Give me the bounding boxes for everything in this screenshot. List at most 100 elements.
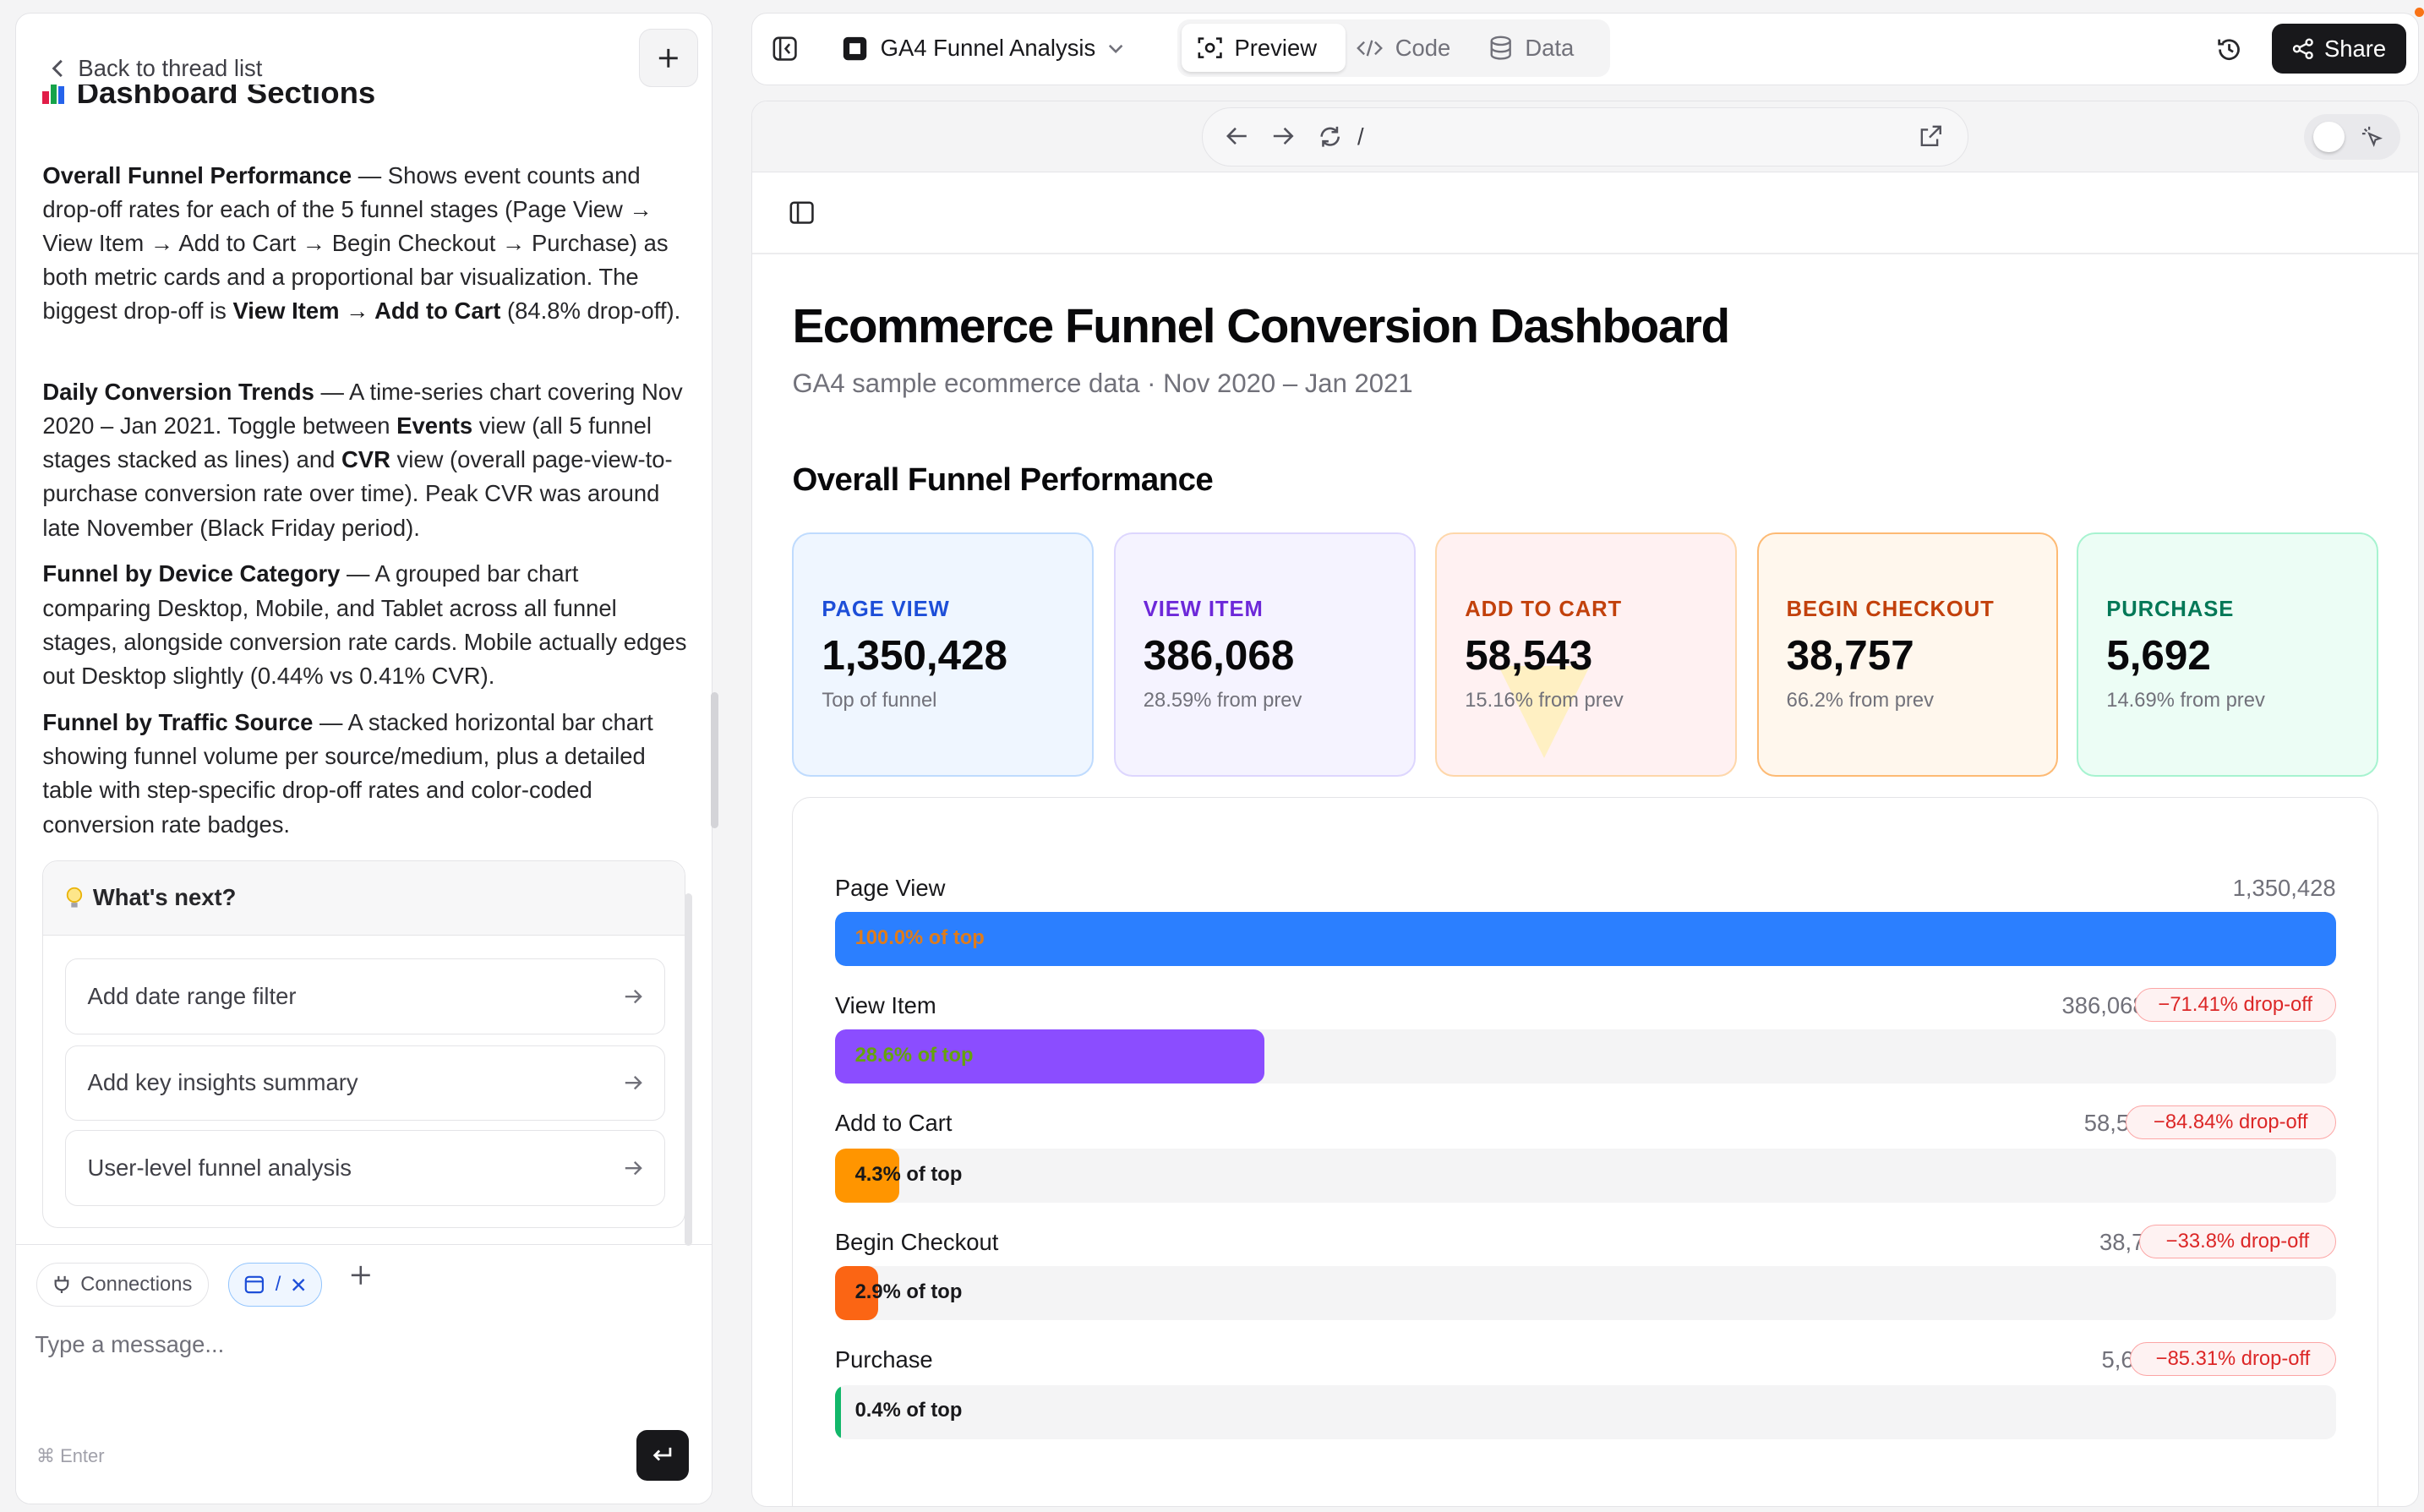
funnel-bar-label: 28.6% of top xyxy=(854,1043,974,1067)
share-button[interactable]: Share xyxy=(2271,24,2406,74)
close-icon[interactable] xyxy=(292,1278,305,1291)
suggestion-date-range-filter[interactable]: Add date range filter xyxy=(64,958,665,1034)
divider xyxy=(751,253,2419,254)
enter-icon xyxy=(652,1446,674,1465)
funnel-row-name: View Item xyxy=(834,992,936,1019)
metric-card-view-item: VIEW ITEM 386,068 28.59% from prev xyxy=(1113,532,1416,778)
funnel-bar-track: 28.6% of top xyxy=(834,1029,2336,1084)
database-icon xyxy=(1489,35,1512,60)
paragraph-funnel-performance: Overall Funnel Performance — Shows event… xyxy=(42,161,681,325)
whats-next-title: What's next? xyxy=(92,884,237,911)
card-label: VIEW ITEM xyxy=(1143,598,1264,622)
project-selector[interactable]: GA4 Funnel Analysis xyxy=(842,35,1123,62)
suggestion-user-level-funnel[interactable]: User-level funnel analysis xyxy=(64,1130,665,1206)
back-to-thread-list-link[interactable]: Back to thread list xyxy=(51,55,262,82)
dropoff-badge: −84.84% drop-off xyxy=(2125,1105,2336,1140)
funnel-bar-track: 100.0% of top xyxy=(834,912,2336,967)
tab-data[interactable]: Data xyxy=(1474,24,1607,72)
funnel-bar-fill xyxy=(834,1029,1264,1084)
send-button[interactable] xyxy=(636,1429,689,1482)
toggle-knob xyxy=(2313,121,2345,153)
scrollbar-thumb[interactable] xyxy=(711,692,719,829)
connections-button[interactable]: Connections xyxy=(36,1263,209,1307)
paragraph-traffic-source: Funnel by Traffic Source — A stacked hor… xyxy=(42,709,653,838)
card-value: 58,543 xyxy=(1465,632,1593,680)
suggestion-label: Add key insights summary xyxy=(87,1069,358,1096)
history-button[interactable] xyxy=(2216,36,2242,63)
funnel-bar-label: 2.9% of top xyxy=(854,1280,963,1303)
card-value: 38,757 xyxy=(1786,632,1914,680)
funnel-row-value: 1,350,428 xyxy=(2232,875,2336,902)
dashboard-title: Ecommerce Funnel Conversion Dashboard xyxy=(792,299,1730,353)
tab-label: Code xyxy=(1395,34,1451,61)
arrow-right-icon xyxy=(624,989,642,1004)
external-link-icon[interactable] xyxy=(1920,125,1942,147)
plus-icon xyxy=(658,47,680,69)
funnel-bar-fill xyxy=(834,912,2336,967)
decoration-shape xyxy=(1499,665,1591,758)
arrow-right-icon xyxy=(624,1075,642,1090)
plug-icon xyxy=(52,1275,71,1295)
funnel-row-name: Add to Cart xyxy=(834,1110,953,1137)
preview-pane: / Ecommerce Funnel Conversion Dashboard … xyxy=(751,100,2420,1508)
funnel-bar-fill xyxy=(834,1149,900,1204)
paragraph-device-category: Funnel by Device Category — A grouped ba… xyxy=(42,560,687,690)
tab-code[interactable]: Code xyxy=(1341,24,1481,72)
paragraph-daily-trends: Daily Conversion Trends — A time-series … xyxy=(42,378,683,541)
project-logo-icon xyxy=(842,35,868,62)
card-label: PAGE VIEW xyxy=(822,598,950,622)
browser-toolbar: / xyxy=(751,101,2419,172)
tab-label: Preview xyxy=(1234,34,1318,61)
share-icon xyxy=(2292,38,2314,60)
card-label: BEGIN CHECKOUT xyxy=(1786,598,1995,622)
add-context-button[interactable] xyxy=(350,1264,372,1286)
notification-dot xyxy=(2414,8,2424,18)
funnel-bar-track: 0.4% of top xyxy=(834,1384,2336,1439)
funnel-row-value: 386,068 xyxy=(2061,992,2146,1019)
card-value: 1,350,428 xyxy=(822,632,1008,680)
suggestion-label: User-level funnel analysis xyxy=(87,1154,352,1181)
lightbulb-icon xyxy=(65,886,84,910)
chevron-left-icon xyxy=(51,59,66,78)
dashboard-sidebar-toggle[interactable] xyxy=(789,200,814,225)
tab-label: Data xyxy=(1525,34,1575,61)
card-subtext: 15.16% from prev xyxy=(1465,689,1624,712)
code-icon xyxy=(1357,39,1383,57)
scan-eye-icon xyxy=(1198,35,1222,60)
dashboard-subtitle: GA4 sample ecommerce data · Nov 2020 – J… xyxy=(792,368,1413,399)
dropoff-badge: −85.31% drop-off xyxy=(2130,1341,2336,1376)
sidebar-collapse-icon xyxy=(773,36,797,61)
pointer-sparkle-icon xyxy=(2361,126,2383,148)
card-subtext: 28.59% from prev xyxy=(1143,689,1302,712)
select-mode-toggle[interactable] xyxy=(2304,113,2400,161)
dropoff-badge: −71.41% drop-off xyxy=(2134,987,2336,1023)
funnel-row-name: Page View xyxy=(834,875,946,902)
refresh-icon[interactable] xyxy=(1318,125,1341,148)
context-chip[interactable]: / xyxy=(227,1263,322,1307)
card-subtext: 66.2% from prev xyxy=(1786,689,1935,712)
toggle-sidebar-button[interactable] xyxy=(773,36,797,61)
url-text[interactable]: / xyxy=(1357,123,1364,150)
chat-scrollbar-track[interactable] xyxy=(685,893,693,1247)
bar-chart-icon xyxy=(42,84,64,104)
new-thread-button[interactable] xyxy=(639,28,698,88)
whats-next-header: What's next? xyxy=(43,860,685,936)
suggestion-label: Add date range filter xyxy=(87,982,297,1009)
arrow-right-icon[interactable] xyxy=(1272,127,1294,145)
dropoff-badge: −33.8% drop-off xyxy=(2139,1224,2336,1258)
url-bar: / xyxy=(1202,107,1969,166)
message-composer: Connections / ⌘ Enter xyxy=(16,1243,712,1504)
section-heading: Dashboard Sections xyxy=(42,84,689,116)
funnel-bar-label: 100.0% of top xyxy=(854,925,985,949)
arrow-left-icon[interactable] xyxy=(1226,127,1248,145)
arrow-right-icon xyxy=(624,1160,642,1176)
suggestion-key-insights[interactable]: Add key insights summary xyxy=(64,1045,665,1122)
history-icon xyxy=(2216,36,2242,63)
section-title: Overall Funnel Performance xyxy=(792,461,1214,499)
whats-next-panel: What's next? Add date range filter Add k… xyxy=(42,860,686,1229)
panel-left-icon xyxy=(789,200,814,225)
tab-preview[interactable]: Preview xyxy=(1182,24,1346,73)
card-subtext: 14.69% from prev xyxy=(2106,689,2265,712)
message-input[interactable] xyxy=(35,1330,685,1358)
share-label: Share xyxy=(2323,35,2387,62)
